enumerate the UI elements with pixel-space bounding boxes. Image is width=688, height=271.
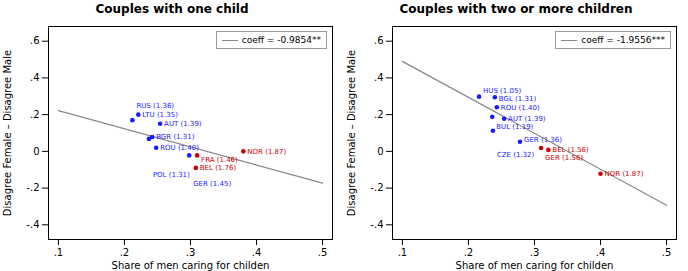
svg-text:NOR (1.87): NOR (1.87)	[247, 148, 286, 156]
svg-text:-.2: -.2	[370, 182, 383, 193]
svg-text:ROU (1.40): ROU (1.40)	[501, 104, 540, 112]
svg-text:0: 0	[33, 146, 39, 157]
html-text:coeff = -1.9556***: coeff = -1.9556***	[581, 35, 665, 45]
html-text:Couples with two or more child: Couples with two or more children	[399, 2, 633, 16]
svg-text:CZE (1.32): CZE (1.32)	[497, 151, 535, 159]
svg-text:.4: .4	[252, 247, 262, 258]
svg-text:.2: .2	[30, 109, 40, 120]
svg-text:.3: .3	[186, 247, 196, 258]
svg-text:.5: .5	[318, 247, 328, 258]
svg-text:NOR (1.87): NOR (1.87)	[605, 170, 644, 178]
svg-text:.4: .4	[374, 72, 384, 83]
svg-text:.4: .4	[596, 247, 606, 258]
svg-text:GER (1.45): GER (1.45)	[193, 180, 231, 188]
svg-text:BGL (1.31): BGL (1.31)	[499, 95, 537, 103]
svg-text:Share of men caring for childe: Share of men caring for childen	[456, 260, 614, 271]
svg-text:-.4: -.4	[26, 219, 39, 230]
html-text:coeff = -0.9854**: coeff = -0.9854**	[241, 35, 321, 45]
svg-text:BEL (1.56): BEL (1.56)	[552, 146, 589, 154]
svg-text:BGR (1.31): BGR (1.31)	[156, 133, 195, 141]
svg-text:FRA (1.46): FRA (1.46)	[201, 156, 238, 164]
svg-text:.6: .6	[374, 35, 384, 46]
svg-text:.1: .1	[398, 247, 408, 258]
svg-text:.4: .4	[30, 72, 40, 83]
svg-text:.3: .3	[530, 247, 540, 258]
svg-text:Disagree Female – Disagree Mal: Disagree Female – Disagree Male	[346, 50, 357, 216]
svg-text:.6: .6	[30, 35, 40, 46]
svg-text:Share of men caring for childe: Share of men caring for childen	[112, 260, 270, 271]
html-text:Couples with one child: Couples with one child	[95, 2, 249, 16]
svg-text:GER (1.36): GER (1.36)	[524, 136, 562, 144]
svg-text:-.2: -.2	[26, 182, 39, 193]
svg-text:LTU (1.35): LTU (1.35)	[142, 111, 178, 119]
svg-text:AUT (1.39): AUT (1.39)	[164, 120, 202, 128]
svg-text:RUS (1.36): RUS (1.36)	[136, 102, 174, 110]
svg-text:.2: .2	[464, 247, 474, 258]
svg-text:.2: .2	[374, 109, 384, 120]
svg-text:BUL (1.19): BUL (1.19)	[496, 123, 533, 131]
svg-text:POL (1.31): POL (1.31)	[153, 171, 190, 179]
svg-text:AUT (1.39): AUT (1.39)	[508, 115, 546, 123]
svg-text:.1: .1	[54, 247, 64, 258]
svg-text:ROU (1.40): ROU (1.40)	[160, 144, 199, 152]
svg-text:Disagree Female – Disagree Mal: Disagree Female – Disagree Male	[2, 50, 13, 216]
svg-text:.2: .2	[120, 247, 130, 258]
svg-text:.5: .5	[662, 247, 672, 258]
svg-text:0: 0	[377, 146, 383, 157]
svg-text:GER (1.56): GER (1.56)	[545, 154, 583, 162]
svg-text:BEL (1.76): BEL (1.76)	[200, 164, 237, 172]
svg-text:HUS (1.05): HUS (1.05)	[483, 87, 521, 95]
svg-text:-.4: -.4	[370, 219, 383, 230]
